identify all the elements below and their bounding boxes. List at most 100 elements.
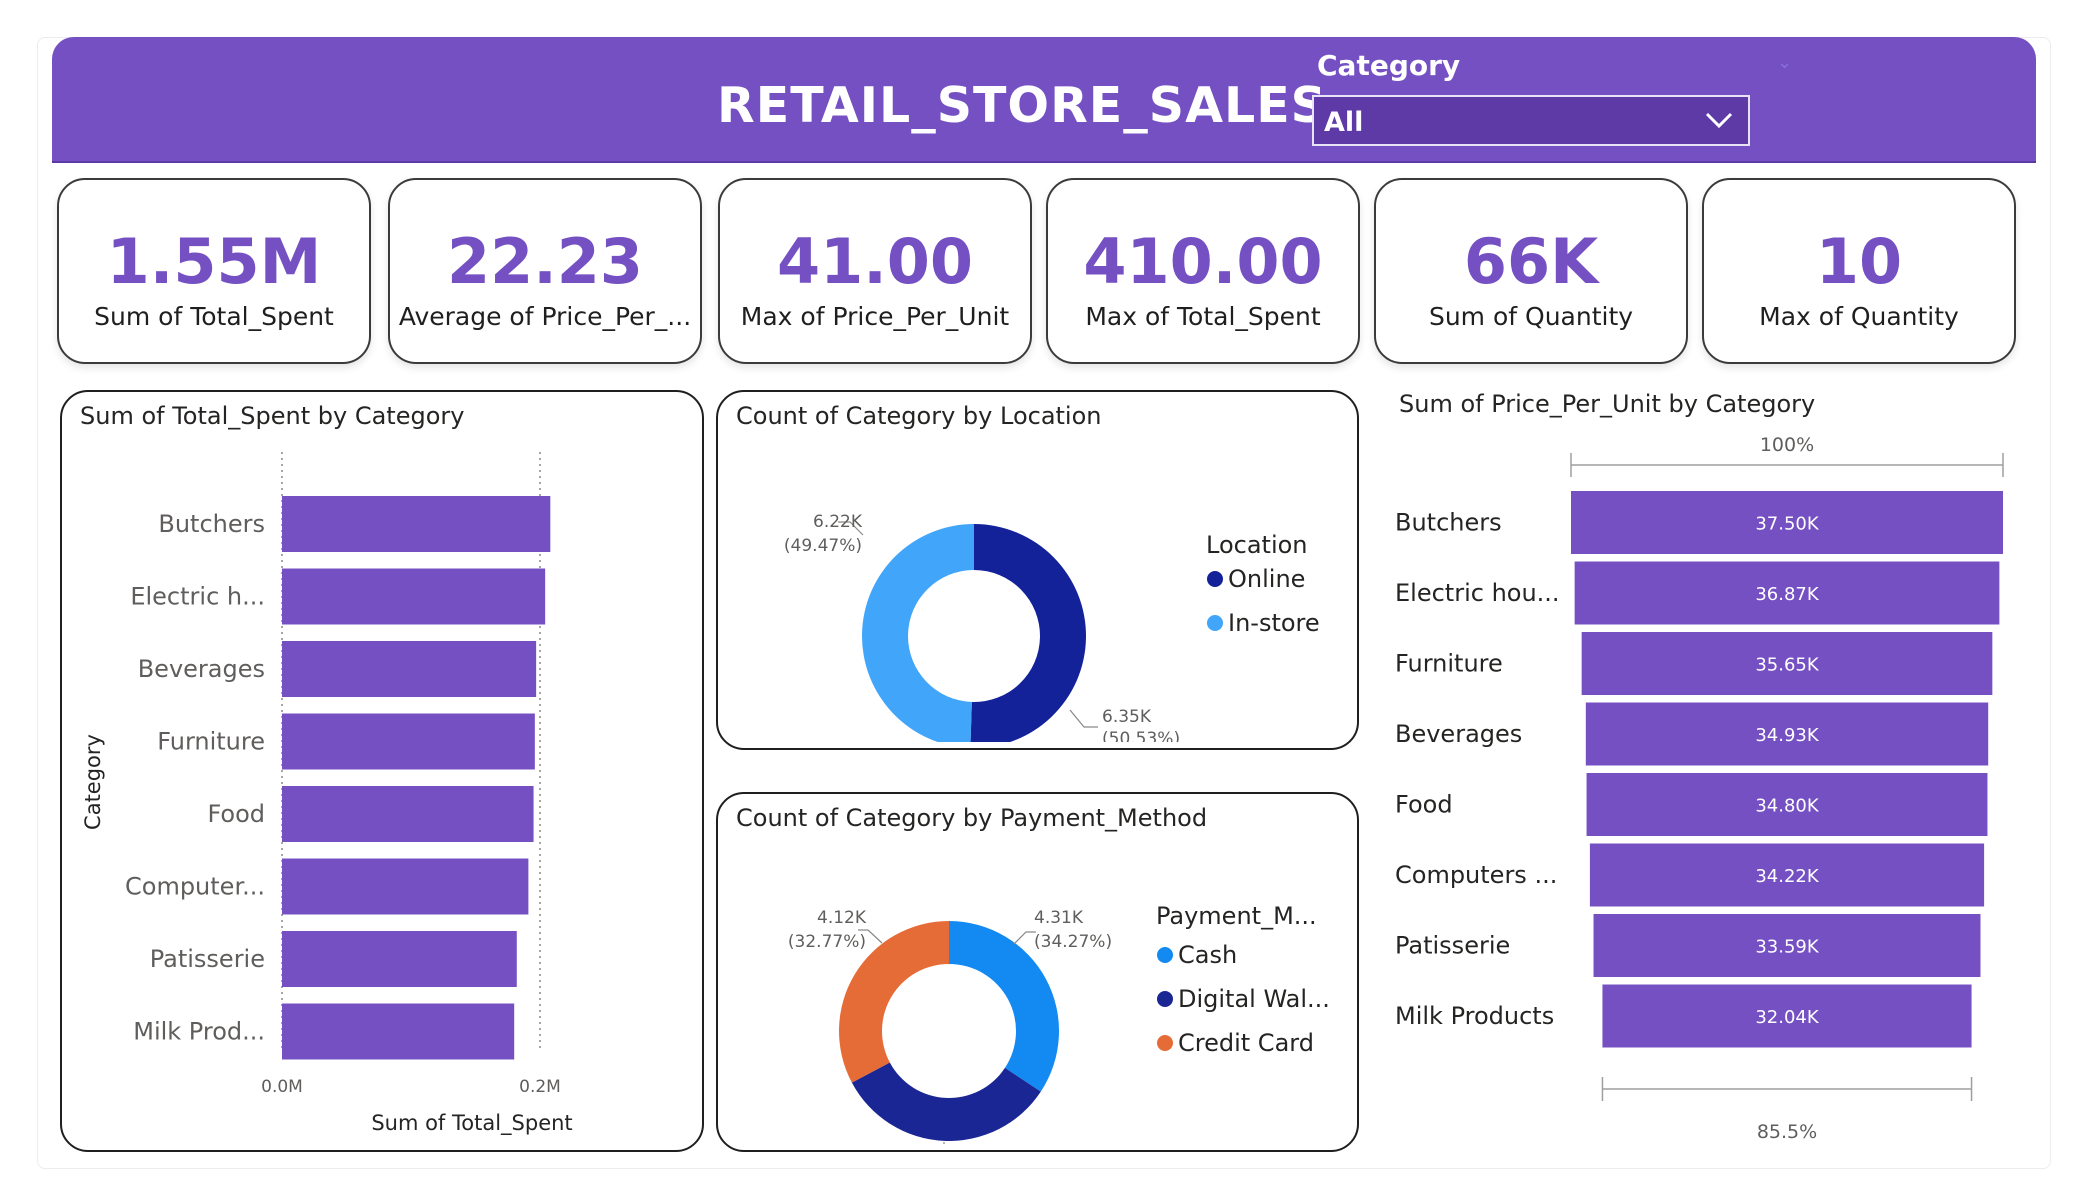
location-donut-chart: Location 6.35K (50.53%) 6.22K (49.47%) Onlin… (784, 512, 1320, 742)
legend-marker (1157, 1035, 1173, 1051)
category-label: Electric h... (130, 583, 265, 611)
kpi-label: Sum of Total_Spent (94, 302, 334, 331)
funnel-category-label: Butchers (1395, 509, 1502, 537)
leader-line (838, 521, 864, 536)
kpi-label: Average of Price_Per_... (398, 302, 692, 331)
funnel-bottom-label: 85.5% (1757, 1121, 1817, 1143)
bar-chart: Category Sum of Total_Spent 0.0M 0.2M Butc… (81, 452, 573, 1136)
kpi-card-max-total-spent[interactable]: 410.00 Max of Total_Spent (1046, 178, 1360, 364)
leader-line (858, 929, 883, 944)
bar (282, 568, 546, 625)
legend-marker (1157, 947, 1173, 963)
funnel-category-label: Patisserie (1395, 932, 1510, 960)
data-label: (49.47%) (784, 536, 862, 556)
kpi-card-max-price[interactable]: 41.00 Max of Price_Per_Unit (718, 178, 1032, 364)
funnel-category-label: Food (1395, 791, 1453, 819)
data-label: 4.12K (817, 908, 867, 928)
chart-title: Count of Category by Payment_Method (736, 804, 1208, 832)
kpi-card-average-price[interactable]: 22.23 Average of Price_Per_... (388, 178, 702, 364)
clear-selection-icon[interactable]: ⌄ (1777, 52, 1793, 73)
donut-slice (970, 524, 1086, 742)
page-title: RETAIL_STORE_SALES (717, 77, 1327, 134)
leader-line (1013, 931, 1036, 945)
funnel-value-label: 37.50K (1755, 514, 1820, 535)
chart-title: Count of Category by Location (736, 402, 1102, 430)
kpi-card-sum-total-spent[interactable]: 1.55M Sum of Total_Spent (57, 178, 371, 364)
funnel-value-label: 34.80K (1755, 796, 1820, 817)
legend-item: Credit Card (1178, 1029, 1314, 1057)
funnel-value-label: 32.04K (1755, 1007, 1820, 1028)
category-slicer-dropdown[interactable]: All (1312, 95, 1750, 146)
legend-title: Location (1206, 531, 1308, 559)
funnel-value-label: 34.93K (1755, 725, 1820, 746)
funnel-bar (1589, 843, 1985, 907)
legend-item: In-store (1228, 609, 1320, 637)
legend-title: Payment_M... (1156, 902, 1317, 930)
funnel-category-label: Electric hou... (1395, 579, 1560, 607)
legend-item: Digital Wal... (1178, 985, 1330, 1013)
funnel-value-label: 34.22K (1755, 866, 1820, 887)
kpi-value: 410.00 (1083, 225, 1323, 298)
legend-marker (1207, 615, 1223, 631)
bar (282, 931, 517, 987)
funnel-bar (1586, 773, 1988, 836)
funnel-value-label: 33.59K (1755, 937, 1820, 958)
chevron-down-icon (1705, 112, 1733, 129)
chart-title: Sum of Price_Per_Unit by Category (1399, 390, 1816, 418)
data-label: 4.14K (32.95%) (789, 1143, 922, 1144)
y-axis-title: Category (81, 734, 105, 830)
donut-slice (862, 524, 974, 742)
chart-title: Sum of Total_Spent by Category (80, 402, 465, 430)
bar (282, 713, 535, 770)
legend-marker (1157, 991, 1173, 1007)
category-label: Computer... (125, 873, 265, 901)
funnel-top-label: 100% (1760, 434, 1814, 456)
category-label: Butchers (158, 510, 265, 538)
donut-slice (949, 921, 1059, 1092)
bar (282, 786, 534, 842)
bar (282, 641, 537, 697)
kpi-value: 41.00 (776, 225, 974, 298)
kpi-value: 10 (1815, 225, 1903, 298)
data-label: (32.77%) (788, 932, 866, 952)
kpi-label: Max of Quantity (1759, 302, 1959, 331)
donut-slice (851, 1062, 1041, 1141)
funnel-category-label: Beverages (1395, 720, 1522, 748)
total-spent-by-category-card[interactable]: Sum of Total_Spent by Category Category … (60, 390, 704, 1152)
funnel-bar (1581, 632, 1993, 695)
category-by-location-card[interactable]: Count of Category by Location Location 6… (716, 390, 1359, 750)
funnel-value-label: 36.87K (1755, 584, 1820, 605)
funnel-bar (1571, 491, 2003, 554)
category-label: Food (207, 800, 265, 828)
funnel-category-label: Furniture (1395, 650, 1503, 678)
kpi-value: 22.23 (446, 225, 644, 298)
kpi-label: Sum of Quantity (1428, 302, 1634, 331)
leader-line (1069, 709, 1098, 728)
kpi-value: 1.55M (106, 225, 322, 298)
price-per-unit-funnel[interactable]: Sum of Price_Per_Unit by Category 100% 8… (1380, 385, 2040, 1155)
payment-donut-chart: Payment_M... 4.31K (34.27%) 4.14K (32.95%)… (788, 902, 1330, 1144)
data-label: 6.35K (1102, 707, 1152, 727)
category-slicer-label: Category (1317, 49, 1461, 82)
funnel-value-label: 35.65K (1755, 655, 1820, 676)
bar (282, 496, 551, 552)
leader-line (943, 1142, 945, 1144)
kpi-card-sum-quantity[interactable]: 66K Sum of Quantity (1374, 178, 1688, 364)
category-by-payment-card[interactable]: Count of Category by Payment_Method Paym… (716, 792, 1359, 1152)
kpi-label: Max of Total_Spent (1085, 302, 1321, 331)
category-slicer-value: All (1324, 107, 1364, 138)
x-tick-label: 0.0M (261, 1077, 303, 1097)
bar (282, 1003, 515, 1060)
funnel-bar (1574, 561, 2000, 625)
funnel-category-label: Milk Products (1395, 1002, 1554, 1030)
funnel-bar (1602, 984, 1972, 1048)
category-label: Furniture (157, 728, 265, 756)
bar (282, 858, 529, 915)
legend-item: Cash (1178, 941, 1237, 969)
kpi-card-max-quantity[interactable]: 10 Max of Quantity (1702, 178, 2016, 364)
kpi-value: 66K (1463, 225, 1599, 298)
funnel-bar (1585, 702, 1989, 766)
donut-slice (839, 921, 949, 1083)
kpi-label: Max of Price_Per_Unit (740, 302, 1010, 331)
data-label: (34.27%) (1034, 932, 1112, 952)
